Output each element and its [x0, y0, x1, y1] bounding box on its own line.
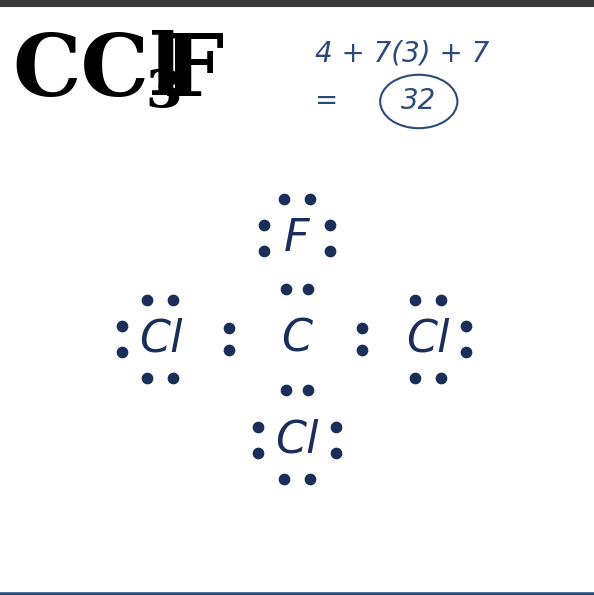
Point	[224, 324, 233, 333]
Point	[282, 284, 291, 293]
Point	[117, 347, 127, 357]
Text: Cl: Cl	[406, 318, 450, 361]
Point	[410, 373, 419, 383]
Text: F: F	[284, 217, 310, 259]
Point	[279, 195, 289, 204]
Text: Cl: Cl	[138, 318, 182, 361]
Point	[436, 296, 446, 305]
Point	[143, 296, 152, 305]
Text: F: F	[163, 30, 225, 114]
Point	[331, 449, 340, 458]
Point	[254, 449, 263, 458]
Point	[331, 422, 340, 432]
Text: 3: 3	[146, 67, 182, 118]
Point	[358, 324, 367, 333]
Point	[436, 373, 446, 383]
Point	[117, 321, 127, 331]
Text: =: =	[315, 87, 347, 115]
Point	[325, 246, 334, 256]
Point	[303, 284, 312, 293]
Point	[410, 296, 419, 305]
Point	[282, 385, 291, 394]
Text: CCl: CCl	[12, 30, 182, 114]
Text: 4 + 7(3) + 7: 4 + 7(3) + 7	[315, 40, 489, 68]
Text: 32: 32	[401, 87, 437, 115]
Point	[305, 474, 315, 483]
Point	[303, 385, 312, 394]
Point	[462, 347, 471, 357]
Text: C: C	[282, 318, 312, 361]
Point	[358, 345, 367, 355]
Point	[260, 220, 269, 230]
Point	[462, 321, 471, 331]
Point	[305, 195, 315, 204]
Point	[325, 220, 334, 230]
Point	[169, 373, 178, 383]
Point	[224, 345, 233, 355]
Point	[169, 296, 178, 305]
Text: Cl: Cl	[275, 418, 319, 462]
Point	[143, 373, 152, 383]
Point	[254, 422, 263, 432]
Point	[279, 474, 289, 483]
Point	[260, 246, 269, 256]
